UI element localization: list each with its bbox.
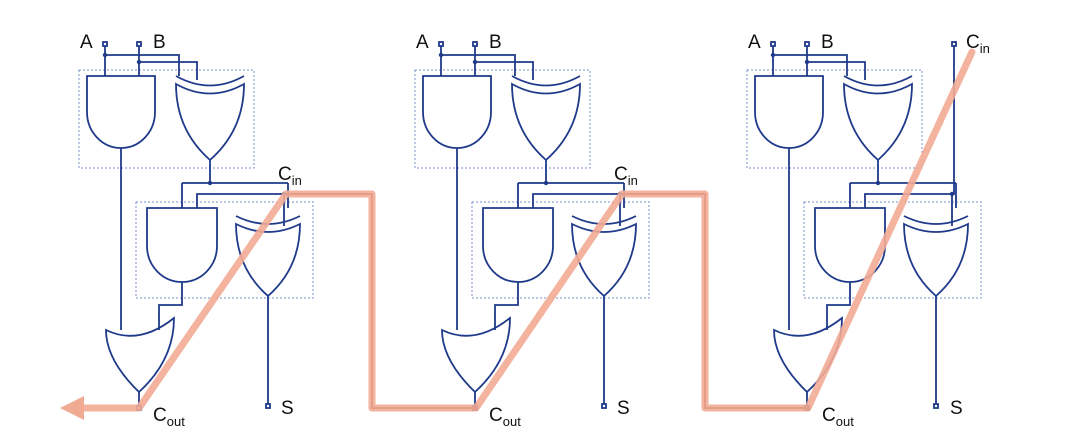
input-a-label: A bbox=[416, 32, 429, 53]
input-a-label: A bbox=[748, 32, 761, 53]
input-b-label: B bbox=[821, 32, 834, 53]
carry-in-label: Cin bbox=[614, 164, 638, 188]
carry-in-label: Cin bbox=[278, 164, 302, 188]
carry-in-wire bbox=[951, 41, 957, 195]
input-a-label: A bbox=[80, 32, 93, 53]
carry-out-label: Cout bbox=[153, 405, 185, 429]
carry-out-label: Cout bbox=[822, 405, 854, 429]
carry-out-arrow-icon bbox=[60, 396, 84, 420]
full-adder-stage-3 bbox=[746, 41, 982, 411]
input-b-label: B bbox=[153, 32, 166, 53]
carry-propagation-highlight bbox=[74, 48, 976, 412]
sum-label: S bbox=[950, 398, 963, 419]
full-adder-stage-1 bbox=[78, 41, 314, 411]
sum-label: S bbox=[281, 398, 294, 419]
carry-out-label: Cout bbox=[489, 405, 521, 429]
input-b-label: B bbox=[489, 32, 502, 53]
sum-label: S bbox=[617, 398, 630, 419]
full-adder-stage-2 bbox=[414, 41, 650, 411]
carry-in-label: Cin bbox=[966, 32, 990, 56]
